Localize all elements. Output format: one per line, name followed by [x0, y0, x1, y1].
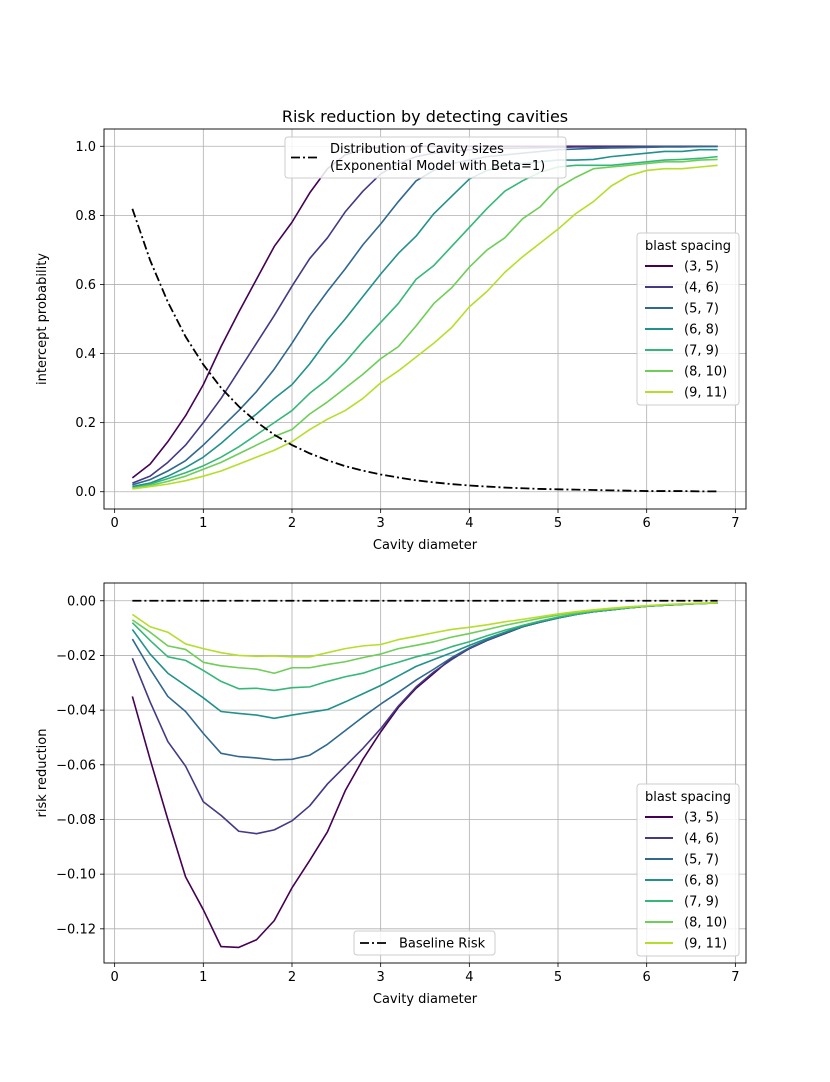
series-line-3 [132, 148, 718, 488]
y-tick-label: −0.06 [56, 758, 96, 773]
series-line-6 [132, 164, 718, 490]
x-tick-label: 3 [377, 970, 385, 985]
legend-entry-6: (9, 11) [684, 937, 727, 952]
legend-entry-1: (4, 6) [684, 832, 719, 847]
y-tick-label: 1.0 [75, 140, 96, 155]
chart-title: Risk reduction by detecting cavities [282, 107, 568, 126]
y-tick-label: −0.08 [56, 813, 96, 828]
series-line-5 [132, 158, 718, 490]
chart-panel-1: 0 1 2 3 4 5 6 7 0.0 0.2 0.4 0.6 0.8 1.0 Risk reduction… [35, 107, 747, 553]
overlay-legend-label: Distribution of Cavity sizes [330, 142, 504, 157]
series-line-6 [131, 601, 718, 658]
y-tick-label: −0.12 [56, 922, 96, 937]
y-tick-label: −0.10 [56, 868, 96, 883]
axes-frame [103, 582, 747, 964]
x-tick-label: 5 [554, 516, 562, 531]
x-tick-label: 6 [643, 970, 651, 985]
legend-entry-6: (9, 11) [684, 386, 727, 401]
axes-frame [103, 128, 747, 510]
y-tick-label: −0.04 [56, 704, 96, 719]
series-legend: blast spacing (3, 5) (4, 6) (5, 7) (6, 8) (7,… [636, 232, 740, 406]
x-tick-label: 4 [465, 970, 473, 985]
x-tick-label: 3 [377, 516, 385, 531]
x-axis-label: Cavity diameter [373, 538, 478, 553]
x-tick-label: 1 [199, 970, 207, 985]
overlay-legend-box [284, 136, 567, 179]
x-tick-label: 6 [643, 516, 651, 531]
overlay-line-0 [131, 208, 718, 493]
legend-entry-1: (4, 6) [684, 281, 719, 296]
x-tick-label: 0 [111, 970, 119, 985]
legend-entry-0: (3, 5) [684, 260, 719, 275]
chart-panel-2: 0 1 2 3 4 5 6 7 0.00 −0.02 −0.04 −0.06 −0.08 −0.10 −0.… [35, 582, 747, 1007]
y-axis-label: intercept probability [35, 253, 50, 385]
legend-entry-3: (6, 8) [684, 874, 719, 889]
x-tick-label: 7 [731, 970, 739, 985]
legend-title: blast spacing [645, 239, 731, 254]
legend-entry-5: (8, 10) [684, 916, 727, 931]
overlay-legend-label: Baseline Risk [399, 937, 486, 952]
series-legend: blast spacing (3, 5) (4, 6) (5, 7) (6, 8) (7,… [636, 783, 740, 957]
legend-entry-5: (8, 10) [684, 365, 727, 380]
legend-entry-3: (6, 8) [684, 323, 719, 338]
plot-area [131, 599, 718, 949]
x-axis-label: Cavity diameter [373, 992, 478, 1007]
y-tick-label: 0.8 [75, 209, 96, 224]
legend-entry-2: (5, 7) [684, 302, 719, 317]
legend-entry-2: (5, 7) [684, 853, 719, 868]
x-tick-label: 7 [731, 516, 739, 531]
overlay-legend: Distribution of Cavity sizes (Exponential… [284, 136, 567, 179]
legend-box [636, 783, 740, 957]
overlay-legend-box [353, 930, 496, 956]
y-tick-label: −0.02 [56, 649, 96, 664]
y-axis-label: risk reduction [35, 729, 50, 818]
legend-box [636, 232, 740, 406]
overlay-legend: Baseline Risk [353, 930, 496, 956]
y-tick-label: 0.0 [75, 485, 96, 500]
y-tick-label: 0.4 [75, 347, 96, 362]
y-tick-label: 0.00 [67, 594, 96, 609]
legend-entry-4: (7, 9) [684, 895, 719, 910]
legend-title: blast spacing [645, 790, 731, 805]
legend-entry-0: (3, 5) [684, 811, 719, 826]
legend-entry-4: (7, 9) [684, 344, 719, 359]
x-tick-label: 2 [288, 516, 296, 531]
x-tick-label: 2 [288, 970, 296, 985]
y-tick-label: 0.6 [75, 278, 96, 293]
overlay-legend-label-line2: (Exponential Model with Beta=1) [330, 159, 545, 174]
x-tick-label: 5 [554, 970, 562, 985]
x-tick-label: 1 [199, 516, 207, 531]
x-tick-label: 0 [111, 516, 119, 531]
series-line-4 [132, 155, 718, 490]
y-tick-label: 0.2 [75, 416, 96, 431]
x-tick-label: 4 [465, 516, 473, 531]
